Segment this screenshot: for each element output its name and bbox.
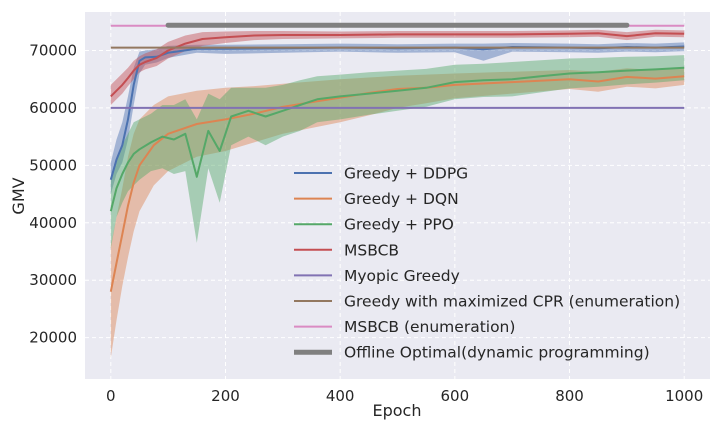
- confidence-bands: [110, 29, 685, 358]
- x-axis-label: Epoch: [373, 401, 422, 420]
- band-greedy-ddpg: [110, 42, 685, 195]
- y-tick-labels: 20000 30000 40000 50000 60000 70000: [29, 41, 77, 346]
- y-tick-label: 60000: [29, 99, 77, 117]
- legend-label-myopic-greedy: Myopic Greedy: [344, 267, 460, 285]
- line-msbcb: [110, 32, 685, 98]
- x-tick-labels: 0 200 400 600 800 1000: [106, 387, 703, 405]
- line-greedy-dqn: [109, 75, 685, 292]
- x-tick-label: 400: [326, 387, 355, 405]
- legend-label-greedy-ppo: Greedy + PPO: [344, 216, 454, 234]
- y-tick-label: 70000: [29, 41, 77, 59]
- legend-label-greedy-dqn: Greedy + DQN: [344, 190, 459, 208]
- x-tick-label: 1000: [665, 387, 703, 405]
- x-tick-label: 200: [211, 387, 240, 405]
- x-tick-label: 0: [106, 387, 116, 405]
- y-tick-label: 20000: [29, 329, 77, 347]
- line-greedy-ppo: [109, 66, 685, 212]
- plot-area: [85, 12, 710, 379]
- x-tick-label: 600: [441, 387, 470, 405]
- legend-label-greedy-with-maximized-cpr-enumeration: Greedy with maximized CPR (enumeration): [344, 293, 680, 311]
- series-lines: [109, 22, 685, 292]
- legend-label-msbcb-enumeration: MSBCB (enumeration): [344, 318, 515, 336]
- y-tick-label: 40000: [29, 214, 77, 232]
- band-greedy-dqn: [110, 67, 685, 358]
- y-tick-label: 30000: [29, 271, 77, 289]
- band-msbcb: [110, 29, 685, 105]
- legend: Greedy + DDPG Greedy + DQN Greedy + PPO MSB…: [294, 165, 680, 362]
- band-greedy-ppo: [110, 55, 685, 249]
- y-tick-label: 50000: [29, 156, 77, 174]
- legend-label-offline-optimal-dynamic-programming: Offline Optimal(dynamic programming): [344, 344, 650, 362]
- x-tick-label: 800: [555, 387, 584, 405]
- legend-label-greedy-ddpg: Greedy + DDPG: [344, 165, 468, 183]
- legend-label-msbcb: MSBCB: [344, 241, 399, 259]
- y-axis-label: GMV: [9, 177, 28, 214]
